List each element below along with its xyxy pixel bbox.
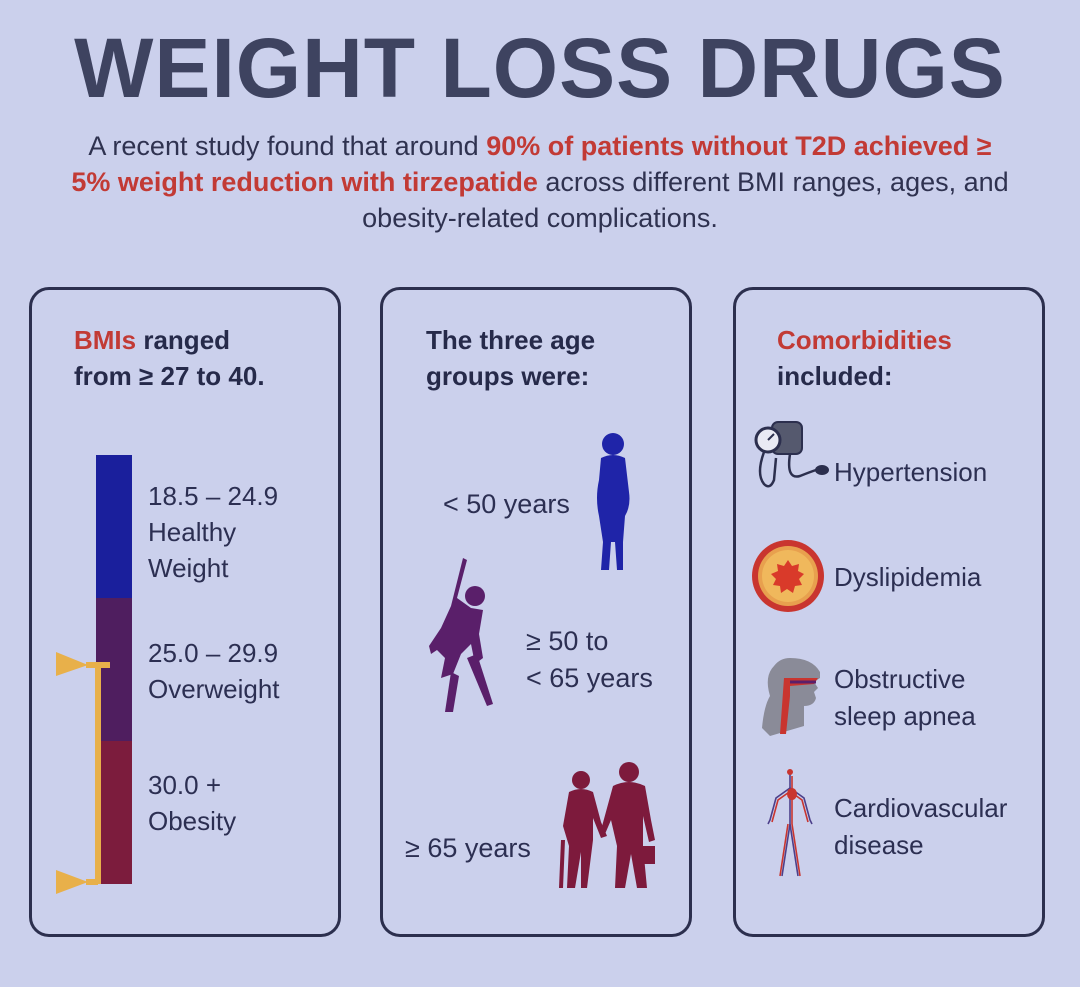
bmi-range-healthy: 18.5 – 24.9 [148, 481, 279, 511]
bmi-label-healthy-line2: Weight [148, 553, 229, 583]
condition-dyslipidemia-text: Dyslipidemia [834, 562, 982, 592]
age-heading-line2: groups were: [426, 361, 590, 391]
stretching-adult-icon [429, 558, 493, 712]
condition-dyslipidemia: Dyslipidemia [834, 559, 981, 596]
elderly-couple-icon [559, 762, 655, 888]
head-airway-icon [762, 658, 820, 736]
age-label-50-to-65: ≥ 50 to < 65 years [526, 623, 653, 697]
bmi-label-overweight: 25.0 – 29.9 Overweight [148, 635, 280, 707]
age-label-over-65: ≥ 65 years [405, 830, 531, 867]
standing-adult-icon [597, 433, 630, 570]
circulatory-system-icon [767, 769, 813, 877]
condition-hypertension: Hypertension [834, 454, 987, 491]
bmi-heading-line2: from ≥ 27 to 40. [74, 361, 265, 391]
intro-highlight: 90% of patients without T2D achieved ≥ 5… [71, 131, 992, 197]
bmi-label-obesity: 30.0 + Obesity [148, 767, 236, 839]
bmi-bar-overweight [96, 598, 132, 741]
bmi-heading-highlight: BMIs [74, 325, 137, 355]
artery-plaque-icon [752, 540, 824, 612]
condition-sleep-apnea-line2: sleep apnea [834, 701, 976, 731]
bmi-label-overweight-line1: Overweight [148, 674, 280, 704]
intro-text: A recent study found that around 90% of … [70, 128, 1010, 236]
bmi-range-overweight: 25.0 – 29.9 [148, 638, 279, 668]
bmi-heading: BMIs ranged from ≥ 27 to 40. [74, 322, 265, 394]
condition-sleep-apnea: Obstructive sleep apnea [834, 661, 976, 735]
age-label-under-50-text: < 50 years [443, 489, 570, 519]
comorbidities-heading-highlight: Comorbidities [777, 325, 952, 355]
intro-part1: A recent study found that around [88, 131, 487, 161]
bmi-bar-obesity [96, 741, 132, 884]
age-card: The three age groups were: < 50 years ≥ … [380, 287, 692, 937]
comorbidities-heading-line2: included: [777, 361, 893, 391]
bmi-range-marker-icon [56, 652, 110, 894]
bmi-range-obesity: 30.0 + [148, 770, 222, 800]
condition-hypertension-text: Hypertension [834, 457, 988, 487]
age-label-over-65-text: ≥ 65 years [405, 833, 531, 863]
bmi-label-healthy: 18.5 – 24.9 Healthy Weight [148, 478, 278, 586]
condition-cardiovascular: Cardiovascular disease [834, 790, 1007, 864]
blood-pressure-cuff-icon [754, 421, 829, 488]
age-label-50-to-65-line1: ≥ 50 to [526, 626, 609, 656]
age-label-under-50: < 50 years [443, 486, 570, 523]
page-title: WEIGHT LOSS DRUGS [74, 21, 1006, 115]
bmi-label-obesity-line1: Obesity [148, 806, 237, 836]
condition-cardiovascular-line2: disease [834, 830, 924, 860]
bmi-heading-rest: ranged [136, 325, 231, 355]
comorbidities-heading: Comorbidities included: [777, 322, 952, 394]
condition-cardiovascular-line1: Cardiovascular [834, 793, 1008, 823]
intro-part2: across different BMI ranges, ages, and o… [362, 167, 1009, 233]
bmi-bar-healthy [96, 455, 132, 598]
age-heading: The three age groups were: [426, 322, 595, 394]
bmi-card: BMIs ranged from ≥ 27 to 40. 18.5 – 24.9… [29, 287, 341, 937]
bmi-label-healthy-line1: Healthy [148, 517, 237, 547]
age-label-50-to-65-line2: < 65 years [526, 663, 653, 693]
condition-sleep-apnea-line1: Obstructive [834, 664, 966, 694]
age-heading-line1: The three age [426, 325, 596, 355]
comorbidities-card: Comorbidities included: Hypertension Dys… [733, 287, 1045, 937]
